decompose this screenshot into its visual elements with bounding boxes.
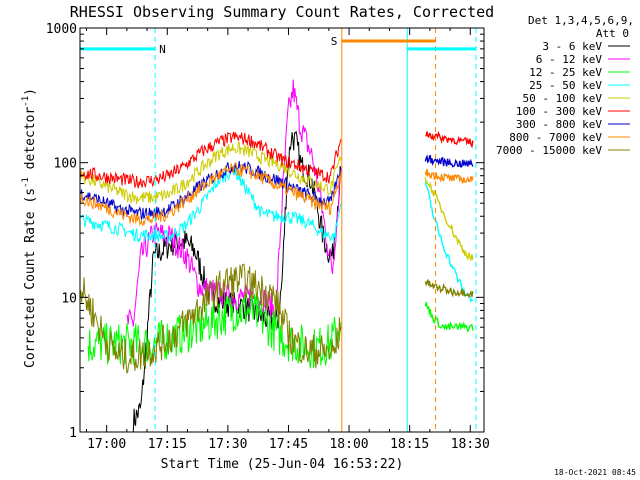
y-label-main: Corrected Count Rate (s (23, 188, 38, 368)
y-tick-label-10: 10 (61, 291, 77, 306)
y-label-sup2: -1 (21, 96, 31, 107)
plot-area: NS (80, 28, 477, 432)
y-axis-label: Corrected Count Rate (s-1 detector-1) (21, 88, 38, 368)
plot-frame (79, 27, 485, 433)
legend-label-50to100kev: 50 - 100 keV (523, 92, 603, 105)
legend-label-7000to15000kev: 7000 - 15000 keV (496, 144, 602, 157)
axes: 17:00 17:15 17:30 17:45 18:00 18:15 18:30 1 10 10… (46, 22, 490, 452)
chart-title: RHESSI Observing Summary Count Rates, Co… (70, 3, 494, 21)
timestamp: 18-Oct-2021 08:45 (554, 468, 636, 477)
x-tick-label-1715: 17:15 (148, 437, 187, 452)
y-tick-label-1000: 1000 (46, 22, 77, 37)
series-line-800to7000kev (80, 161, 342, 227)
after-gap-line-300to800kev (424, 154, 474, 168)
y-label-sup1: -1 (21, 177, 31, 188)
x-tick-label-1745: 17:45 (269, 437, 308, 452)
series-line-100to300kev (80, 131, 342, 189)
series-line-6to12kev (126, 79, 342, 327)
legend-label-25to50kev: 25 - 50 keV (529, 79, 602, 92)
after-gap-line-7000to15000kev (424, 279, 474, 299)
legend-label-300to800kev: 300 - 800 keV (516, 118, 602, 131)
legend-label-800to7000kev: 800 - 7000 keV (509, 131, 602, 144)
x-axis-label: Start Time (25-Jun-04 16:53:22) (161, 457, 404, 472)
x-tick-label-1700: 17:00 (87, 437, 126, 452)
series-line-25to50kev (80, 164, 342, 244)
legend-header-line-2: Att 0 (596, 27, 629, 40)
x-tick-label-1815: 18:15 (390, 437, 429, 452)
legend-label-3to6kev: 3 - 6 keV (542, 40, 602, 53)
flag-label-n: N (159, 43, 166, 56)
x-tick-label-1730: 17:30 (208, 437, 247, 452)
x-tick-label-1800: 18:00 (329, 437, 368, 452)
series-line-12to25kev (87, 293, 342, 369)
legend-label-100to300kev: 100 - 300 keV (516, 105, 602, 118)
series-line-50to100kev (80, 141, 342, 205)
after-gap-line-800to7000kev (424, 168, 474, 184)
x-axis-label-text: Start Time (25-Jun-04 16:53:22) (161, 457, 404, 472)
plot-clipped-group (80, 28, 477, 432)
legend-header-line-1: Det 1,3,4,5,6,9, (528, 14, 634, 27)
after-gap-line-100to300kev (425, 130, 474, 149)
y-tick-label-1: 1 (69, 426, 77, 441)
after-gap-line-12to25kev (424, 301, 474, 333)
y-tick-label-100: 100 (54, 157, 77, 172)
y-label-mid: detector (23, 107, 38, 178)
y-label-end: ) (23, 88, 38, 96)
flag-label-s: S (331, 35, 338, 48)
after-gap-line-50to100kev (424, 177, 474, 262)
series-line-7000to15000kev (80, 263, 342, 375)
legend-label-12to25kev: 12 - 25 keV (529, 66, 602, 79)
x-tick-label-1830: 18:30 (451, 437, 490, 452)
legend-label-6to12kev: 6 - 12 keV (536, 53, 603, 66)
